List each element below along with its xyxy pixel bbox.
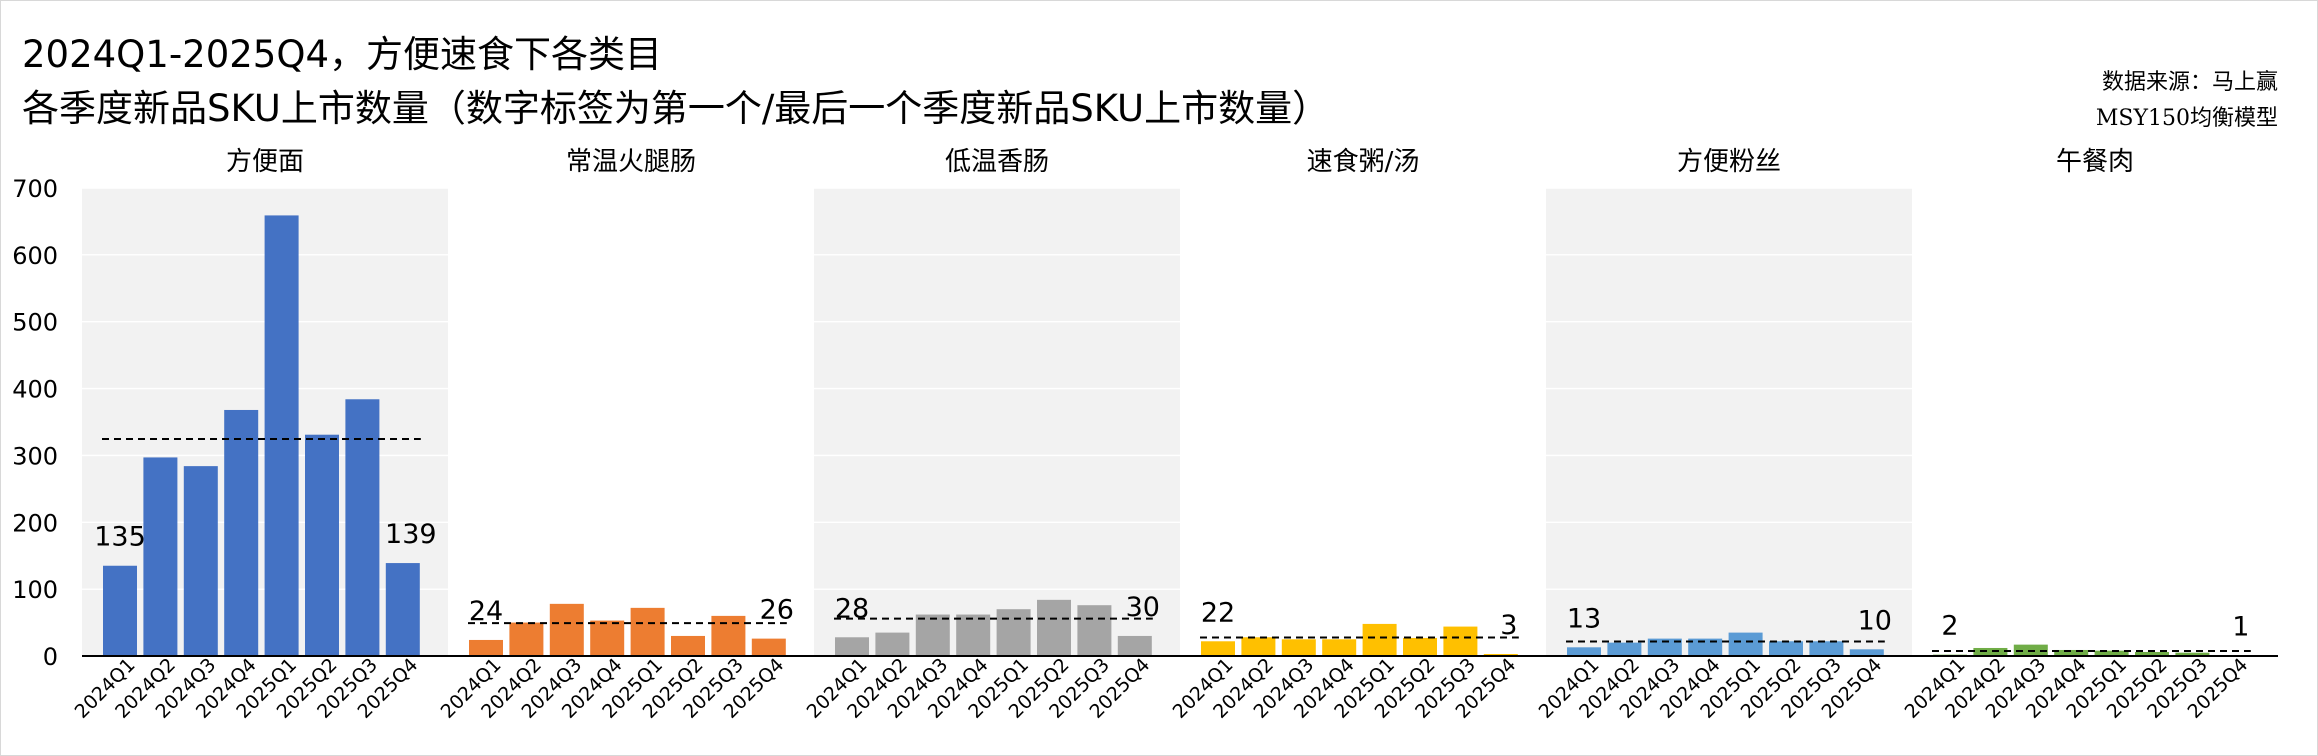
bar [1403, 637, 1437, 656]
panel-title: 午餐肉 [2056, 147, 2134, 177]
source-note-line-2: MSY150均衡模型 [2095, 106, 2278, 131]
bar [671, 635, 705, 656]
data-label-last: 26 [760, 595, 794, 626]
panel-title: 速食粥/汤 [1307, 147, 1420, 177]
bar [1809, 641, 1844, 656]
data-label-first: 13 [1567, 603, 1601, 634]
bar [1443, 626, 1478, 656]
bar [1281, 639, 1316, 656]
panel-background [1546, 188, 1912, 656]
y-tick-label: 300 [12, 442, 58, 470]
bar [751, 638, 786, 656]
y-tick-label: 600 [12, 242, 58, 270]
data-label-first: 28 [835, 593, 869, 624]
bar [1647, 638, 1682, 656]
bar [1483, 653, 1518, 656]
panel-title: 低温香肠 [945, 147, 1049, 177]
bar [1607, 642, 1642, 656]
bar [630, 607, 665, 656]
bar [224, 409, 259, 656]
data-label-first: 135 [94, 522, 146, 553]
bar [1322, 639, 1357, 656]
data-label-first: 24 [469, 596, 503, 627]
bar [996, 609, 1031, 656]
bar [1728, 632, 1763, 656]
bar [264, 215, 299, 656]
y-tick-label: 700 [12, 175, 58, 203]
data-label-last: 3 [1500, 610, 1517, 641]
bar [469, 639, 503, 656]
bar [183, 466, 218, 656]
bar [549, 603, 584, 656]
bar [1117, 635, 1152, 656]
panel-title: 方便粉丝 [1677, 147, 1781, 177]
bar [1973, 647, 2008, 656]
source-note-line-1: 数据来源：马上赢 [2101, 70, 2278, 95]
bar [1241, 637, 1276, 656]
chart-title-line-2: 各季度新品SKU上市数量（数字标签为第一个/最后一个季度新品SKU上市数量） [22, 87, 1330, 130]
bar [2054, 649, 2089, 656]
bar [1567, 647, 1601, 656]
bar [385, 563, 420, 656]
bar [1688, 638, 1723, 656]
y-tick-label: 0 [43, 643, 58, 671]
panel-title: 常温火腿肠 [566, 147, 696, 177]
panel-background [814, 188, 1180, 656]
panel-title: 方便面 [226, 147, 304, 177]
bar [956, 614, 991, 656]
bar [915, 614, 950, 656]
bar [1037, 599, 1071, 656]
bar [143, 457, 178, 656]
bar [2135, 651, 2169, 656]
bar [875, 632, 910, 656]
bar [835, 637, 869, 656]
data-label-first: 2 [1941, 611, 1958, 642]
y-tick-label: 200 [12, 509, 58, 537]
data-label-last: 139 [385, 519, 437, 550]
bar [1201, 641, 1235, 656]
bar [305, 434, 339, 656]
chart-title-line-1: 2024Q1-2025Q4，方便速食下各类目 [22, 33, 663, 76]
y-tick-label: 100 [12, 576, 58, 604]
bar [345, 399, 380, 656]
bar [103, 565, 137, 656]
bar [711, 615, 746, 656]
bar [2175, 652, 2210, 656]
bar [1849, 649, 1884, 656]
bar [2094, 650, 2129, 656]
y-tick-label: 400 [12, 376, 58, 404]
y-tick-label: 500 [12, 309, 58, 337]
bar [1769, 641, 1803, 656]
data-label-last: 10 [1858, 605, 1892, 636]
bar [590, 620, 625, 656]
bar [1077, 605, 1112, 656]
data-label-last: 1 [2232, 611, 2249, 642]
data-label-first: 22 [1201, 597, 1235, 628]
bar [1362, 623, 1397, 656]
bar [509, 622, 544, 656]
data-label-last: 30 [1126, 592, 1160, 623]
